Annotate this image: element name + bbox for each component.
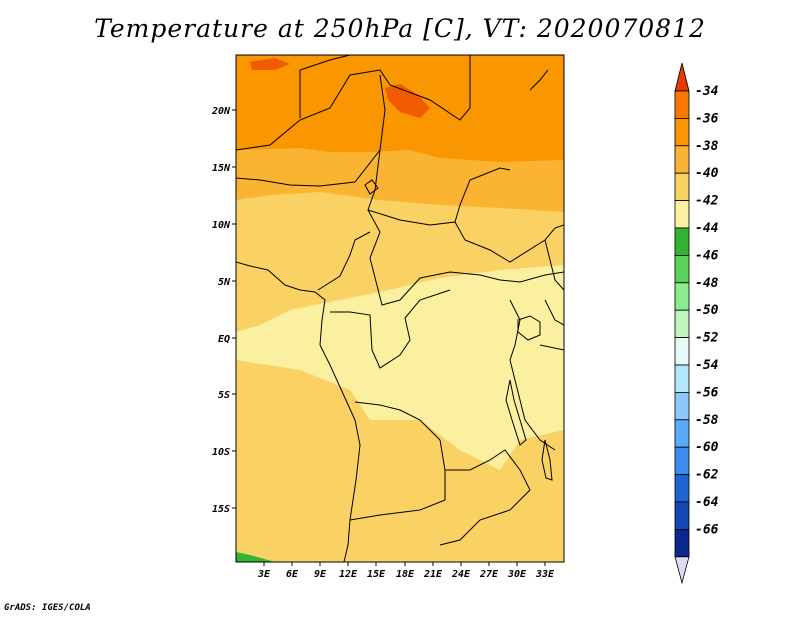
colorbar-label: -50 xyxy=(695,303,719,318)
field-minus36-spot xyxy=(385,84,430,118)
border-congo xyxy=(330,289,451,369)
colorbar-bottom-arrow xyxy=(674,556,690,585)
lon-label: 3E xyxy=(257,569,271,580)
colorbar-label: -52 xyxy=(695,331,719,346)
lon-label: 6E xyxy=(286,569,299,580)
colorbar-swatch xyxy=(674,282,690,311)
colorbar-swatch xyxy=(674,118,690,147)
colorbar-label: -60 xyxy=(695,440,719,455)
colorbar-label: -66 xyxy=(695,522,719,537)
lat-label: 5N xyxy=(218,277,231,288)
lat-label: 10N xyxy=(212,220,231,231)
lon-label: 12E xyxy=(339,569,358,580)
border-chad xyxy=(367,149,564,306)
border-car xyxy=(367,167,511,226)
border-north-1 xyxy=(236,55,471,151)
colorbar: -34 -36 -38 -40 -42 -44 -46 -48 -50 -52 -54 -56 -58 -… xyxy=(674,62,719,585)
colorbar-swatch xyxy=(674,254,690,284)
map-title: Temperature at 250hPa [C], VT: 202007081… xyxy=(94,14,706,43)
lat-label: 5S xyxy=(218,390,230,401)
colorbar-swatch xyxy=(674,364,690,393)
lat-label: EQ xyxy=(218,334,230,345)
colorbar-swatch xyxy=(674,309,690,339)
colorbar-swatch xyxy=(674,172,690,201)
lake-victoria xyxy=(517,315,541,341)
colorbar-swatch xyxy=(674,337,690,366)
latitude-axis: 20N 15N 10N 5N EQ 5S 10S 15S xyxy=(211,106,236,515)
colorbar-swatch xyxy=(674,419,690,448)
colorbar-label: -54 xyxy=(695,358,719,373)
lake-malawi xyxy=(541,439,553,481)
lake-chad xyxy=(364,179,379,195)
border-zambia xyxy=(439,449,531,546)
lon-label: 21E xyxy=(423,569,443,580)
lake-tanganyika xyxy=(505,379,527,446)
colorbar-label: -36 xyxy=(695,111,719,126)
colorbar-label: -56 xyxy=(695,385,719,400)
temperature-field xyxy=(236,55,564,562)
border-cameroon xyxy=(317,231,371,291)
colorbar-label: -34 xyxy=(695,84,719,99)
border-sudan xyxy=(454,221,564,263)
lon-label: 30E xyxy=(507,569,527,580)
colorbar-label: -42 xyxy=(695,194,719,209)
coastline xyxy=(236,261,361,562)
colorbar-swatch xyxy=(674,501,690,530)
colorbar-swatch xyxy=(674,446,690,476)
colorbar-label: -40 xyxy=(695,166,719,181)
colorbar-label: -62 xyxy=(695,468,719,483)
lat-label: 15S xyxy=(212,504,230,515)
lon-label: 24E xyxy=(451,569,471,580)
political-boundaries xyxy=(236,55,564,562)
border-ethiopia xyxy=(544,239,564,291)
coast-red-sea xyxy=(529,69,549,91)
border-namibia xyxy=(349,499,446,521)
lon-label: 33E xyxy=(535,569,555,580)
colorbar-swatch xyxy=(674,474,690,503)
lon-label: 9E xyxy=(314,569,327,580)
grads-credit: GrADS: IGES/COLA xyxy=(4,603,91,613)
border-north-2 xyxy=(299,55,351,118)
colorbar-label: -44 xyxy=(695,221,719,236)
colorbar-label: -64 xyxy=(695,495,719,510)
colorbar-swatch xyxy=(674,529,690,558)
lat-label: 10S xyxy=(212,447,230,458)
colorbar-swatch xyxy=(674,145,690,174)
lon-label: 15E xyxy=(367,569,386,580)
lat-label: 20N xyxy=(211,106,231,117)
field-minus36-spot-2 xyxy=(250,58,290,70)
field-minus46-spot xyxy=(236,552,275,562)
border-uganda-kenya xyxy=(539,299,564,351)
lon-label: 27E xyxy=(479,569,499,580)
colorbar-label: -48 xyxy=(695,276,719,291)
colorbar-swatch xyxy=(674,227,690,256)
colorbar-top-arrow xyxy=(674,62,690,92)
colorbar-swatch xyxy=(674,391,690,421)
border-sahel xyxy=(236,74,386,187)
lon-label: 18E xyxy=(396,569,415,580)
field-minus42-lower xyxy=(236,360,564,562)
colorbar-label: -38 xyxy=(695,139,719,154)
colorbar-label: -58 xyxy=(695,413,719,428)
colorbar-label: -46 xyxy=(695,248,719,263)
longitude-axis: 3E 6E 9E 12E 15E 18E 21E 24E 27E 30E 33E xyxy=(257,562,555,580)
colorbar-swatch xyxy=(674,90,690,119)
lat-label: 15N xyxy=(212,163,231,174)
map-frame xyxy=(235,54,565,563)
colorbar-swatch xyxy=(674,200,690,229)
